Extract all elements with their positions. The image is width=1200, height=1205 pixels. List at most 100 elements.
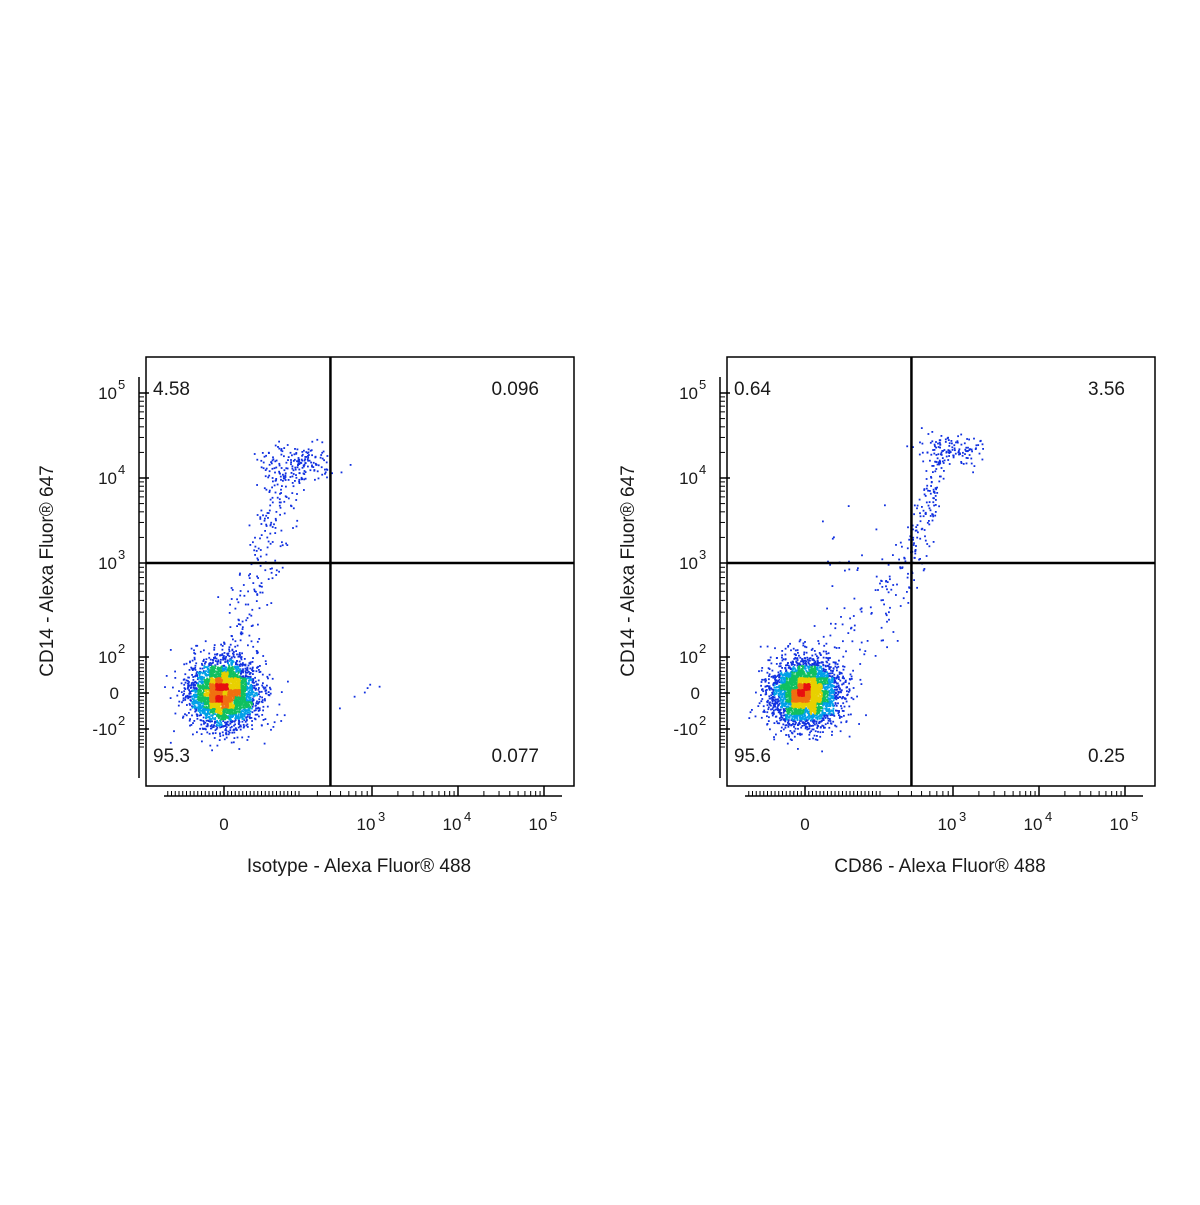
scatter-point — [269, 490, 271, 492]
scatter-point — [838, 692, 840, 694]
scatter-point — [251, 690, 253, 692]
scatter-point — [215, 729, 217, 731]
scatter-point — [771, 676, 773, 678]
scatter-point — [211, 720, 213, 722]
scatter-point — [841, 716, 843, 718]
scatter-point — [939, 444, 941, 446]
scatter-point — [213, 724, 215, 726]
scatter-point — [227, 721, 229, 723]
scatter-point — [246, 698, 248, 700]
scatter-point — [248, 697, 250, 699]
scatter-point — [795, 722, 797, 724]
scatter-point — [236, 729, 238, 731]
scatter-point — [181, 691, 183, 693]
scatter-point — [311, 454, 313, 456]
scatter-point — [861, 611, 863, 613]
scatter-point — [223, 655, 225, 657]
scatter-point — [760, 646, 762, 648]
scatter-point — [935, 504, 937, 506]
scatter-point — [193, 695, 195, 697]
scatter-point — [825, 665, 827, 667]
scatter-point — [251, 669, 253, 671]
scatter-point — [830, 720, 832, 722]
scatter-point — [220, 709, 222, 711]
scatter-point — [215, 689, 217, 691]
scatter-point — [794, 664, 796, 666]
scatter-point — [839, 673, 841, 675]
scatter-point — [886, 621, 888, 623]
scatter-point — [256, 600, 258, 602]
scatter-point — [232, 682, 234, 684]
scatter-point — [783, 709, 785, 711]
scatter-point — [803, 652, 805, 654]
scatter-point — [248, 665, 250, 667]
scatter-point — [224, 722, 226, 724]
scatter-point — [778, 676, 780, 678]
scatter-point — [205, 673, 207, 675]
scatter-point — [921, 427, 923, 429]
scatter-point — [817, 739, 819, 741]
scatter-point — [272, 526, 274, 528]
scatter-point — [837, 666, 839, 668]
scatter-point — [930, 485, 932, 487]
scatter-point — [223, 719, 225, 721]
scatter-point — [188, 677, 190, 679]
scatter-point — [240, 729, 242, 731]
scatter-point — [820, 731, 822, 733]
scatter-point — [293, 485, 295, 487]
scatter-point — [249, 717, 251, 719]
scatter-point — [239, 595, 241, 597]
scatter-point — [195, 645, 197, 647]
scatter-point — [837, 702, 839, 704]
scatter-point — [271, 572, 273, 574]
scatter-point — [849, 679, 851, 681]
scatter-point — [814, 724, 816, 726]
scatter-point — [913, 513, 915, 515]
scatter-point — [266, 685, 268, 687]
scatter-point — [248, 680, 250, 682]
x-axis-label: Isotype - Alexa Fluor® 488 — [247, 856, 471, 877]
scatter-point — [322, 458, 324, 460]
scatter-point — [231, 587, 233, 589]
scatter-point — [785, 727, 787, 729]
scatter-point — [881, 586, 883, 588]
scatter-point — [832, 670, 834, 672]
scatter-point — [174, 677, 176, 679]
scatter-point — [810, 730, 812, 732]
scatter-point — [275, 480, 277, 482]
scatter-point — [189, 661, 191, 663]
scatter-point — [201, 663, 203, 665]
scatter-point — [849, 618, 851, 620]
scatter-point — [219, 727, 221, 729]
scatter-point — [214, 644, 216, 646]
scatter-point — [843, 710, 845, 712]
scatter-point — [833, 667, 835, 669]
scatter-point — [907, 577, 909, 579]
scatter-point — [229, 715, 231, 717]
scatter-point — [238, 722, 240, 724]
scatter-point — [809, 728, 811, 730]
scatter-point — [882, 639, 884, 641]
scatter-point — [857, 567, 859, 569]
scatter-point — [962, 455, 964, 457]
scatter-point — [279, 498, 281, 500]
scatter-point — [935, 495, 937, 497]
scatter-point — [976, 444, 978, 446]
scatter-point — [193, 706, 195, 708]
scatter-point — [242, 703, 244, 705]
scatter-point — [298, 459, 300, 461]
x-tick-label: 10 — [529, 815, 548, 834]
scatter-point — [217, 684, 219, 686]
scatter-point — [239, 695, 241, 697]
scatter-point — [269, 505, 271, 507]
scatter-point — [847, 632, 849, 634]
scatter-point — [768, 716, 770, 718]
scatter-point — [247, 701, 249, 703]
y-tick-label-exponent: 5 — [118, 377, 125, 392]
scatter-point — [256, 683, 258, 685]
scatter-point — [263, 706, 265, 708]
scatter-point — [789, 643, 791, 645]
scatter-point — [870, 606, 872, 608]
scatter-point — [290, 459, 292, 461]
scatter-point — [243, 724, 245, 726]
